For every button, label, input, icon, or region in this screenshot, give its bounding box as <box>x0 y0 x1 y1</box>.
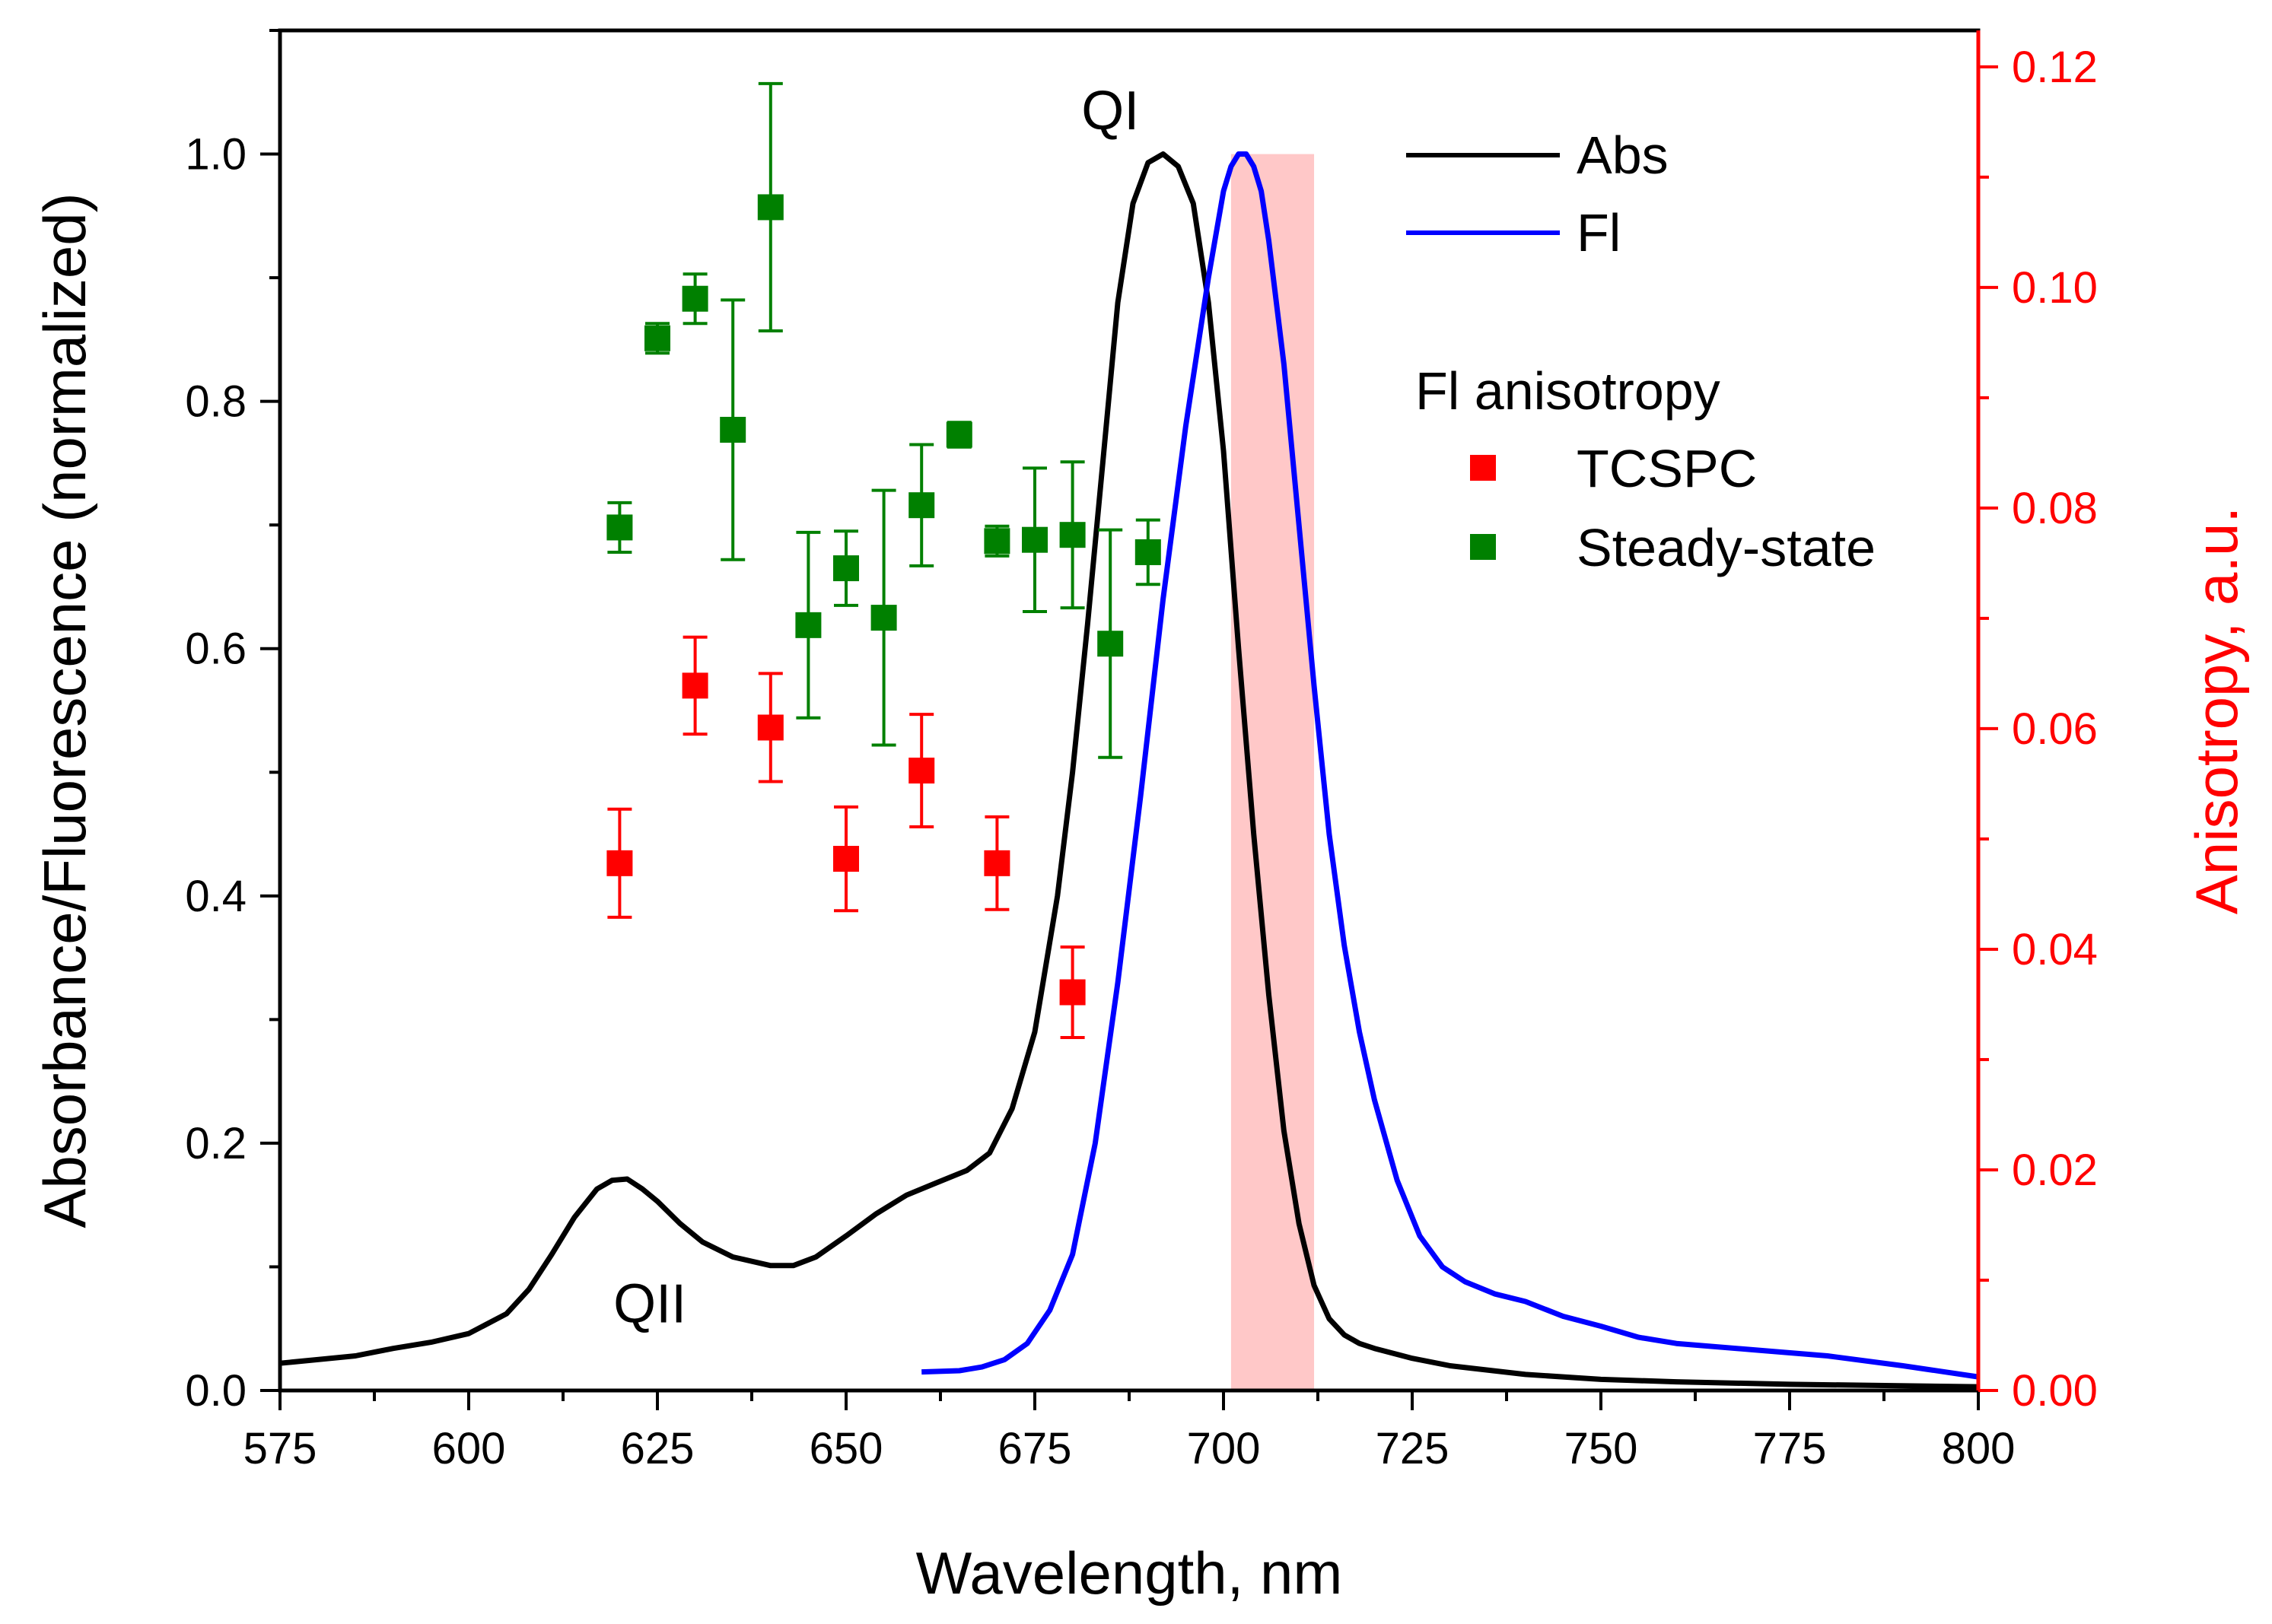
x-tick-label: 750 <box>1564 1424 1638 1473</box>
y-tick-label: 0.8 <box>185 377 247 427</box>
y2-tick-label: 0.02 <box>2012 1146 2098 1195</box>
marker-tcspc <box>757 714 784 741</box>
y2-tick-label: 0.12 <box>2012 43 2098 92</box>
marker-steady-state <box>757 194 784 221</box>
x-tick-label: 700 <box>1187 1424 1261 1473</box>
x-tick-label: 650 <box>810 1424 883 1473</box>
y2-tick-label: 0.08 <box>2012 484 2098 533</box>
marker-steady-state <box>1097 631 1124 657</box>
x-tick-label: 625 <box>621 1424 695 1473</box>
marker-tcspc <box>1059 979 1086 1006</box>
markers <box>606 194 1161 1006</box>
x-tick-label: 775 <box>1753 1424 1827 1473</box>
marker-tcspc <box>606 850 633 876</box>
marker-steady-state <box>870 605 897 631</box>
legend-label-abs: Abs <box>1577 126 1669 185</box>
marker-tcspc <box>682 672 708 699</box>
legend-swatch-steady-state <box>1470 534 1496 560</box>
annotation-qii: QII <box>613 1274 686 1335</box>
marker-steady-state <box>946 421 972 448</box>
x-tick-label: 600 <box>432 1424 506 1473</box>
legend-header: Fl anisotropy <box>1415 361 1720 421</box>
series-line-fl <box>921 151 1979 1380</box>
x-tick-label: 800 <box>1942 1424 2016 1473</box>
y-tick-label: 0.0 <box>185 1366 247 1416</box>
marker-steady-state <box>908 492 935 519</box>
legend-swatch-tcspc <box>1470 455 1496 481</box>
y2-tick-label: 0.10 <box>2012 263 2098 313</box>
y-tick-label: 0.2 <box>185 1119 247 1168</box>
y2-tick-label: 0.06 <box>2012 704 2098 754</box>
marker-steady-state <box>720 417 746 443</box>
y-tick-label: 0.6 <box>185 624 247 674</box>
marker-steady-state <box>795 612 822 638</box>
plot-area <box>278 28 1981 1393</box>
x-axis-title: Wavelength, nm <box>916 1540 1343 1607</box>
x-tick-label: 675 <box>998 1424 1072 1473</box>
legend-label-tcspc: TCSPC <box>1577 439 1757 498</box>
marker-steady-state <box>682 285 708 312</box>
marker-steady-state <box>984 528 1010 555</box>
marker-steady-state <box>606 514 633 541</box>
y-axis-ticks: 0.0 0.2 0.4 0.6 0.8 1.0 <box>185 29 280 1416</box>
marker-steady-state <box>1022 526 1048 553</box>
x-tick-label: 725 <box>1376 1424 1449 1473</box>
x-tick-label: 575 <box>243 1424 317 1473</box>
marker-steady-state <box>1059 522 1086 548</box>
legend-label-fl: Fl <box>1577 203 1621 262</box>
marker-steady-state <box>833 555 859 582</box>
y-tick-label: 0.4 <box>185 872 247 921</box>
shaded-band <box>1230 154 1315 1391</box>
marker-steady-state <box>644 325 670 351</box>
y2-tick-label: 0.04 <box>2012 925 2098 974</box>
marker-steady-state <box>1134 539 1161 565</box>
y2-axis-title: Anisotropy, a.u. <box>2183 507 2250 914</box>
marker-tcspc <box>984 850 1010 876</box>
marker-tcspc <box>833 846 859 872</box>
y-axis-title: Absorbance/Fluorescence (normalized) <box>31 192 98 1228</box>
annotation-qi: QI <box>1081 81 1139 141</box>
x-axis-ticks: 575 600 625 650 675 700 725 750 775 800 <box>243 1390 2016 1473</box>
legend: Abs Fl Fl anisotropy TCSPC Steady-state <box>1406 126 1876 577</box>
series-lines <box>279 151 1979 1390</box>
y2-tick-label: 0.00 <box>2012 1366 2098 1416</box>
series-line-abs <box>279 151 1979 1390</box>
marker-tcspc <box>908 758 935 784</box>
legend-label-steady-state: Steady-state <box>1577 518 1876 577</box>
y2-axis-ticks: 0.00 0.02 0.04 0.06 0.08 0.10 0.12 <box>1978 43 2098 1416</box>
y-tick-label: 1.0 <box>185 130 247 180</box>
